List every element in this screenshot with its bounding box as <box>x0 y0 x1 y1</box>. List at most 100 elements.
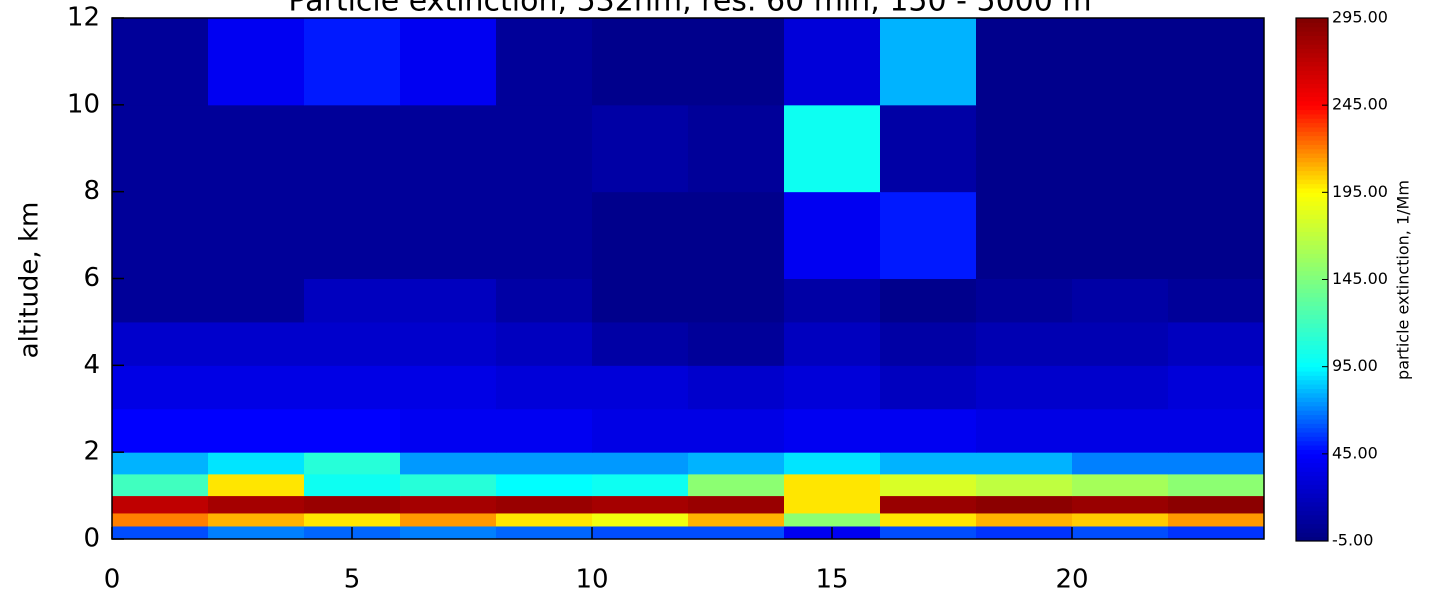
heat-cell <box>1168 191 1265 279</box>
heat-cell <box>880 321 977 366</box>
heat-cell <box>1072 191 1169 279</box>
heat-cell <box>1168 365 1265 410</box>
heat-cell <box>1072 452 1169 475</box>
heat-cell <box>208 452 305 475</box>
colorbar-segment <box>1296 148 1328 154</box>
heat-cell <box>1072 104 1169 193</box>
colorbar-tick-label: 295.00 <box>1332 8 1388 27</box>
colorbar-segment <box>1296 244 1328 250</box>
heat-cell <box>112 408 209 453</box>
heat-cell <box>976 525 1073 540</box>
heat-cell <box>112 191 209 279</box>
colorbar-segment <box>1296 65 1328 71</box>
colorbar-segment <box>1296 87 1328 93</box>
heat-cell <box>1168 525 1265 540</box>
colorbar-tick-label: 145.00 <box>1332 269 1388 288</box>
y-tick-label: 8 <box>83 176 100 206</box>
heat-cell <box>880 408 977 453</box>
heat-cell <box>112 452 209 475</box>
heat-cell <box>880 104 977 193</box>
heat-cell <box>976 512 1073 527</box>
heat-cell <box>1168 18 1265 106</box>
heat-cell <box>880 18 977 106</box>
heat-cell <box>304 191 401 279</box>
colorbar-segment <box>1296 462 1328 468</box>
colorbar-segment <box>1296 231 1328 237</box>
heat-cell <box>496 495 593 514</box>
colorbar-segment <box>1296 157 1328 163</box>
colorbar-segment <box>1296 161 1328 167</box>
heat-cell <box>592 408 689 453</box>
colorbar-segment <box>1296 113 1328 119</box>
colorbar-segment <box>1296 240 1328 246</box>
heat-cell <box>112 278 209 323</box>
colorbar-segment <box>1296 440 1328 446</box>
heat-cell <box>1072 495 1169 514</box>
colorbar-segment <box>1296 279 1328 285</box>
colorbar-segment <box>1296 479 1328 485</box>
colorbar-segment <box>1296 227 1328 233</box>
heat-cell <box>592 191 689 279</box>
heat-cell <box>976 104 1073 193</box>
colorbar-segment <box>1296 209 1328 215</box>
colorbar-segment <box>1296 183 1328 189</box>
heat-cell <box>688 512 785 527</box>
heat-cell <box>112 473 209 497</box>
colorbar-segment <box>1296 501 1328 507</box>
colorbar-segment <box>1296 257 1328 263</box>
colorbar-tick-label: -5.00 <box>1332 531 1373 550</box>
heat-cell <box>112 525 209 540</box>
colorbar-segment <box>1296 105 1328 111</box>
colorbar-segment <box>1296 275 1328 280</box>
heat-cell <box>880 473 977 497</box>
heat-cell <box>784 365 881 410</box>
heat-cell <box>1168 278 1265 323</box>
heat-cell <box>496 104 593 193</box>
colorbar-segment <box>1296 493 1328 498</box>
colorbar-segment <box>1296 427 1328 433</box>
colorbar-segment <box>1296 471 1328 477</box>
heat-cell <box>208 525 305 540</box>
colorbar-segment <box>1296 305 1328 311</box>
colorbar-tick-label: 45.00 <box>1332 443 1378 462</box>
colorbar-segment <box>1296 187 1328 193</box>
heat-cell <box>688 18 785 106</box>
heat-cell <box>1072 512 1169 527</box>
heat-cell <box>1072 278 1169 323</box>
heat-cell <box>304 104 401 193</box>
colorbar-segment <box>1296 314 1328 320</box>
heat-cell <box>976 365 1073 410</box>
colorbar-segment <box>1296 79 1328 84</box>
heat-cell <box>1168 321 1265 366</box>
y-tick-label: 0 <box>83 524 100 554</box>
colorbar-segment <box>1296 497 1328 503</box>
colorbar-segment <box>1296 248 1328 254</box>
heat-cell <box>400 525 497 540</box>
y-tick-label: 4 <box>83 350 100 380</box>
heat-cell <box>976 495 1073 514</box>
heat-cell <box>400 452 497 475</box>
heat-cell <box>688 191 785 279</box>
colorbar-tick-label: 195.00 <box>1332 182 1388 201</box>
heat-cell <box>1072 18 1169 106</box>
heat-cell <box>784 408 881 453</box>
colorbar-segment <box>1296 135 1328 141</box>
heat-cell <box>592 104 689 193</box>
heat-cell <box>1168 473 1265 497</box>
colorbar-segment <box>1296 410 1328 416</box>
heat-cell <box>880 512 977 527</box>
colorbar-tick-label: 95.00 <box>1332 356 1378 375</box>
heat-cell <box>208 191 305 279</box>
colorbar-segment <box>1296 323 1328 328</box>
colorbar-segment <box>1296 379 1328 385</box>
heat-cell <box>400 365 497 410</box>
heat-cell <box>784 18 881 106</box>
colorbar-segment <box>1296 26 1328 32</box>
colorbar-segment <box>1296 262 1328 267</box>
colorbar-segment <box>1296 235 1328 241</box>
colorbar-segment <box>1296 109 1328 115</box>
heat-cell <box>784 191 881 279</box>
heat-cell <box>880 452 977 475</box>
heat-cell <box>304 321 401 366</box>
heat-cell <box>208 365 305 410</box>
